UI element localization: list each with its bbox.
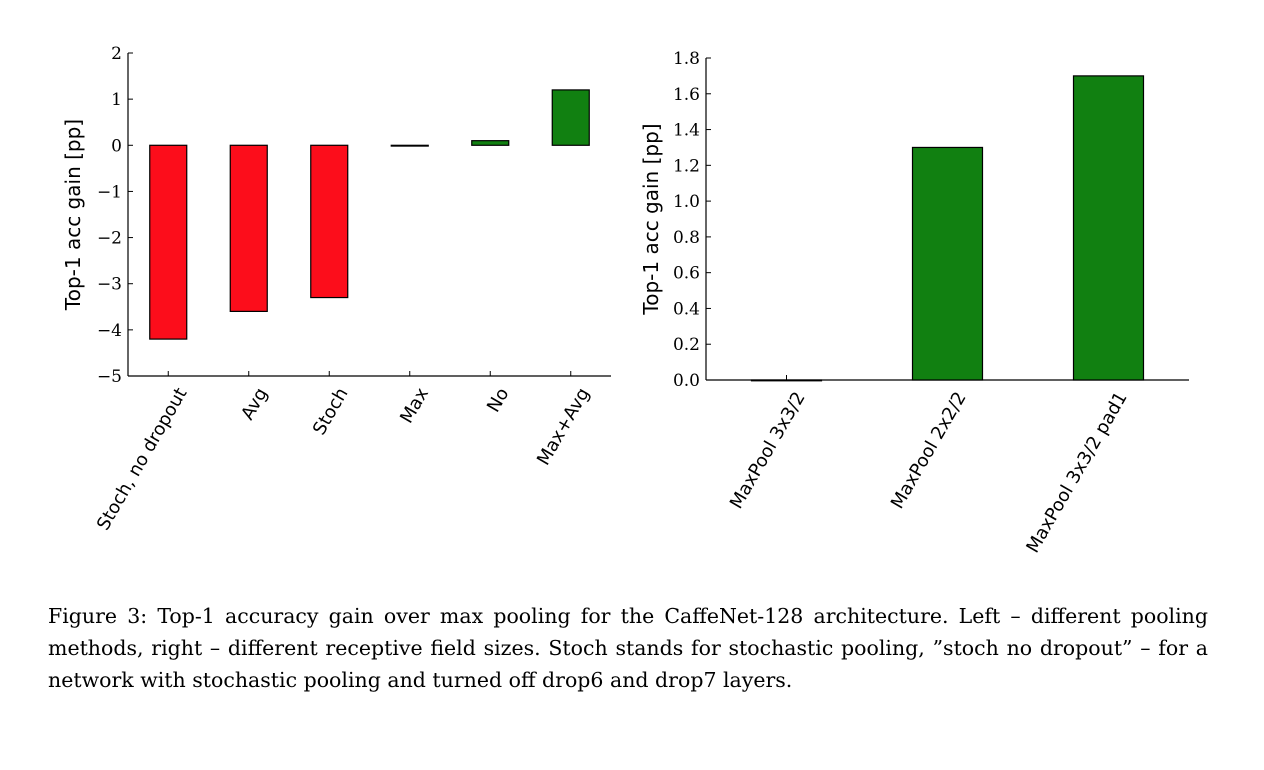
bar (551, 89, 590, 146)
x-tick-label: Avg (237, 384, 272, 423)
x-tick-label: MaxPool 3x3/2 pad1 (1022, 388, 1131, 556)
y-tick-label: 1.8 (673, 49, 700, 69)
y-tick-label: 0.6 (673, 264, 700, 284)
bar (149, 144, 188, 340)
bar (750, 379, 823, 382)
x-tick-label: MaxPool 2x2/2 (887, 388, 971, 512)
bar (471, 140, 510, 146)
bar (1072, 75, 1145, 381)
y-tick-label: −3 (97, 275, 122, 295)
y-tick-label: 0.8 (673, 228, 700, 248)
x-tick-label: MaxPool 3x3/2 (726, 388, 810, 512)
right-bar-chart: 0.0 0.2 0.4 0.6 0.8 1.0 1.2 1.4 1.6 1.8 MaxPool 3x… (639, 49, 1189, 557)
y-tick-label: 0 (111, 136, 122, 156)
y-tick-label: 1.4 (673, 121, 700, 141)
bar (310, 144, 349, 299)
y-tick-label: 1.6 (673, 85, 700, 105)
y-axis-title: Top-1 acc gain [pp] (639, 123, 663, 315)
x-tick-label: Max (396, 384, 433, 427)
bar (229, 144, 268, 313)
x-tick-label: Stoch, no dropout (93, 384, 192, 534)
y-tick-label: 0.2 (673, 335, 700, 355)
y-tick-label: −4 (97, 321, 122, 341)
y-tick-label: −5 (97, 367, 122, 387)
y-tick-label: 0.4 (673, 299, 700, 319)
bar (911, 146, 984, 381)
y-tick-label: −1 (97, 182, 122, 202)
y-tick-label: 2 (111, 44, 122, 64)
y-tick-label: −2 (97, 229, 122, 249)
x-tick-label: Max+Avg (533, 384, 594, 469)
y-tick-label: 1.0 (673, 192, 700, 212)
figure-caption: Figure 3: Top-1 accuracy gain over max p… (48, 604, 1208, 692)
y-tick-label: 0.0 (673, 371, 700, 391)
bar (390, 144, 429, 147)
y-axis-title: Top-1 acc gain [pp] (61, 119, 85, 311)
x-tick-label: No (483, 384, 513, 416)
x-tick-label: Stoch (309, 384, 353, 439)
y-tick-label: 1 (111, 90, 122, 110)
y-tick-label: 1.2 (673, 156, 700, 176)
